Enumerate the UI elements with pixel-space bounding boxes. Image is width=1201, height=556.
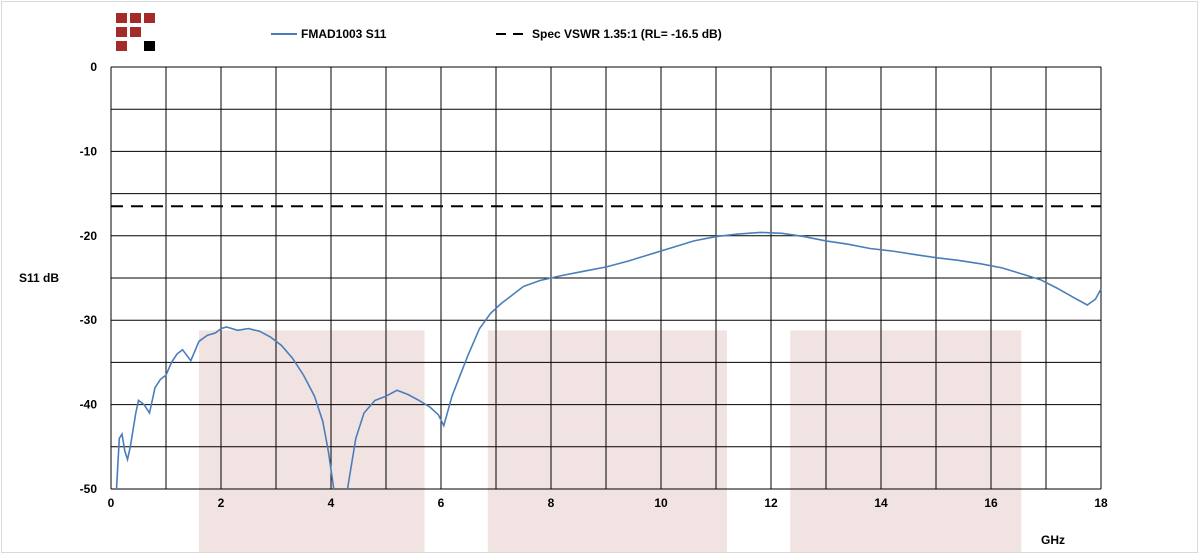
x-tick-label: 16 <box>984 496 998 510</box>
shaded-bands <box>199 330 1022 552</box>
series-line-s11-seg1 <box>115 326 335 490</box>
shaded-band-1 <box>199 330 425 552</box>
company-logo <box>116 13 158 53</box>
shaded-band-2 <box>487 330 727 552</box>
legend: FMAD1003 S11 Spec VSWR 1.35:1 (RL= -16.5… <box>271 27 722 41</box>
logo-square <box>144 13 155 23</box>
logo-square <box>116 13 127 23</box>
legend-label-spec: Spec VSWR 1.35:1 (RL= -16.5 dB) <box>532 27 722 41</box>
x-tick-label: 4 <box>328 496 335 510</box>
y-tick-label: -50 <box>80 482 98 496</box>
x-tick-label: 8 <box>548 496 555 510</box>
logo-square <box>116 41 127 51</box>
logo-square <box>130 27 141 37</box>
y-tick-label: 0 <box>90 60 97 74</box>
logo-square <box>130 13 141 23</box>
y-axis-label: S11 dB <box>19 271 59 285</box>
series-layer <box>111 205 1102 490</box>
series-line-s11-seg2 <box>346 231 1102 490</box>
y-tick-label: -30 <box>80 313 98 327</box>
x-tick-label: 0 <box>108 496 115 510</box>
x-tick-label: 12 <box>764 496 778 510</box>
y-tick-label: -40 <box>80 398 98 412</box>
grid-lines <box>110 66 1102 490</box>
x-tick-label: 2 <box>218 496 225 510</box>
x-tick-label: 6 <box>438 496 445 510</box>
shaded-band-3 <box>790 330 1022 552</box>
legend-label-s11: FMAD1003 S11 <box>301 27 387 41</box>
y-tick-label: -10 <box>80 144 98 158</box>
x-tick-label: 10 <box>654 496 668 510</box>
x-tick-label: 18 <box>1094 496 1108 510</box>
logo-square <box>116 27 127 37</box>
x-tick-label: 14 <box>874 496 888 510</box>
logo-square <box>144 41 155 51</box>
x-axis-label: GHz <box>1041 533 1065 547</box>
y-tick-label: -20 <box>80 229 98 243</box>
axis-tick-labels: 0 2 4 6 8 10 12 14 16 18 0 -10 -20 -30 -40 -50 <box>80 60 1108 510</box>
